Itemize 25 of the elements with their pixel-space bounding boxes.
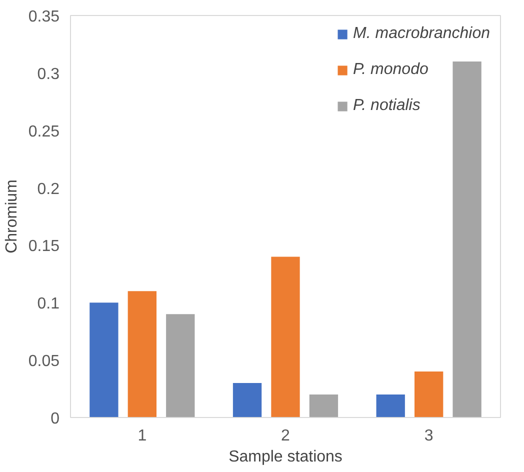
y-tick-label: 0 — [50, 410, 60, 428]
bar — [166, 314, 195, 418]
x-axis-title: Sample stations — [228, 448, 342, 466]
x-tick-label: 1 — [138, 428, 147, 444]
y-tick-label: 0.25 — [28, 123, 60, 140]
legend-label: P. notialis — [353, 97, 420, 115]
y-tick-label: 0.2 — [37, 180, 60, 198]
bar — [414, 372, 444, 418]
bar — [376, 394, 405, 418]
y-tick-label: 0.15 — [28, 238, 60, 256]
y-tick-label: 0.1 — [37, 296, 60, 313]
x-tick-label: 3 — [424, 428, 434, 444]
y-tick-label: 0.3 — [37, 66, 60, 83]
y-tick-label: 0.05 — [28, 353, 60, 370]
legend-label: M. macrobranchion — [353, 25, 490, 43]
bar — [128, 291, 156, 418]
y-axis-title: Chromium — [3, 180, 20, 254]
bar — [232, 383, 262, 418]
x-tick-label: 2 — [281, 428, 290, 444]
legend-label: P. monodo — [353, 61, 428, 79]
y-tick-label: 0.35 — [28, 8, 60, 26]
bar — [452, 61, 482, 418]
bar — [309, 394, 338, 418]
bar — [271, 256, 300, 418]
bar — [90, 302, 118, 418]
